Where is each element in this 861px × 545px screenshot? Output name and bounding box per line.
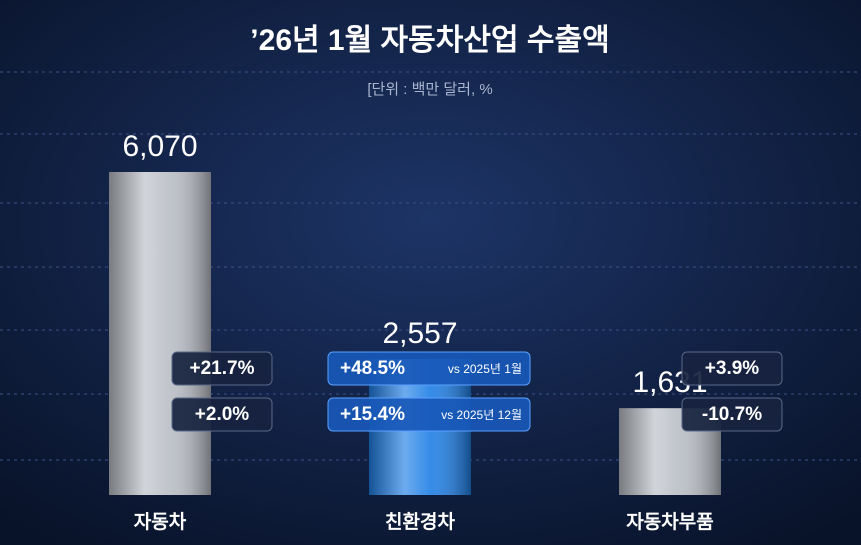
change-badge	[327, 397, 531, 432]
x-tick-label: 친환경차	[385, 511, 455, 533]
change-label: +3.9%	[705, 358, 760, 379]
change-compare: vs 2025년 12월	[441, 408, 522, 422]
change-label: +2.0%	[195, 404, 250, 425]
chart-subtitle: [단위 : 백만 달러, %	[367, 81, 492, 98]
change-compare: vs 2025년 1월	[448, 362, 522, 376]
change-badge	[327, 351, 531, 386]
x-tick-label: 자동차	[134, 511, 187, 533]
value-label: 6,070	[122, 130, 197, 163]
change-label: +15.4%	[340, 404, 405, 425]
change-badge	[681, 351, 783, 386]
x-tick-label: 자동차부품	[626, 511, 713, 533]
bar-sheen	[109, 172, 211, 495]
change-badge	[171, 397, 273, 432]
change-badge	[171, 351, 273, 386]
change-label: +21.7%	[190, 358, 255, 379]
change-label: +48.5%	[340, 358, 405, 379]
change-label: -10.7%	[702, 404, 762, 425]
value-label: 2,557	[382, 317, 457, 350]
change-badge	[681, 397, 783, 432]
chart-title: ’26년 1월 자동차산업 수출액	[250, 24, 609, 57]
